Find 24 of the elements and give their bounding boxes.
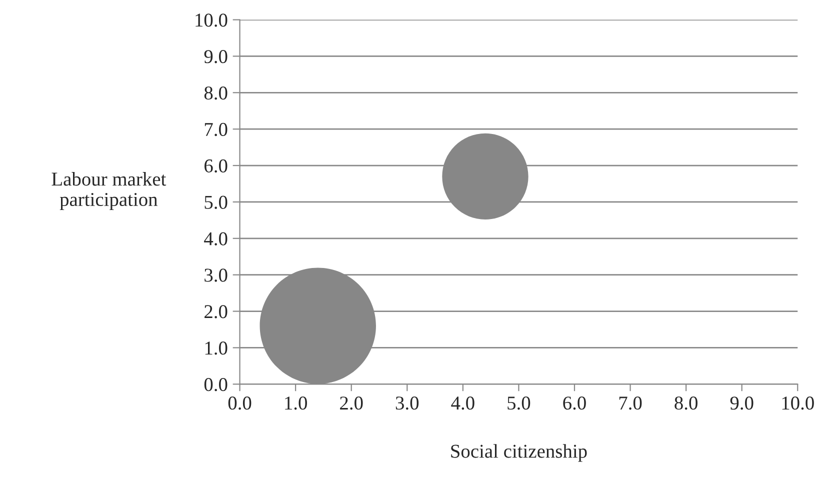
y-tick-label: 9.0 xyxy=(204,50,228,64)
y-tick-label: 8.0 xyxy=(204,86,228,100)
x-tick-label: 5.0 xyxy=(508,396,530,410)
x-tick-label: 6.0 xyxy=(563,396,586,410)
x-tick-label: 9.0 xyxy=(730,396,754,410)
y-tick-label: 1.0 xyxy=(205,342,228,355)
y-tick-label: 5.0 xyxy=(204,196,228,209)
y-tick-label: 3.0 xyxy=(204,268,228,282)
y-tick-label: 6.0 xyxy=(204,159,228,173)
y-tick-label: 4.0 xyxy=(204,232,228,246)
x-axis-title: Social citizenship xyxy=(451,444,587,462)
x-tick-label: 8.0 xyxy=(674,396,698,410)
x-tick-label: 1.0 xyxy=(285,396,307,410)
x-tick-label: 7.0 xyxy=(619,396,642,410)
y-tick-label: 0.0 xyxy=(204,378,228,392)
x-tick-label: 2.0 xyxy=(340,396,363,410)
x-tick-label: 3.0 xyxy=(396,396,419,410)
x-tick-label: 4.0 xyxy=(451,396,474,410)
y-tick-label: 10.0 xyxy=(196,14,228,27)
y-tick-label: 2.0 xyxy=(204,305,228,318)
y-axis-title: Labour market participation xyxy=(52,172,166,210)
x-tick-label: 10.0 xyxy=(782,396,814,410)
y-tick-label: 7.0 xyxy=(204,122,228,136)
x-tick-label: 0.0 xyxy=(228,396,252,410)
